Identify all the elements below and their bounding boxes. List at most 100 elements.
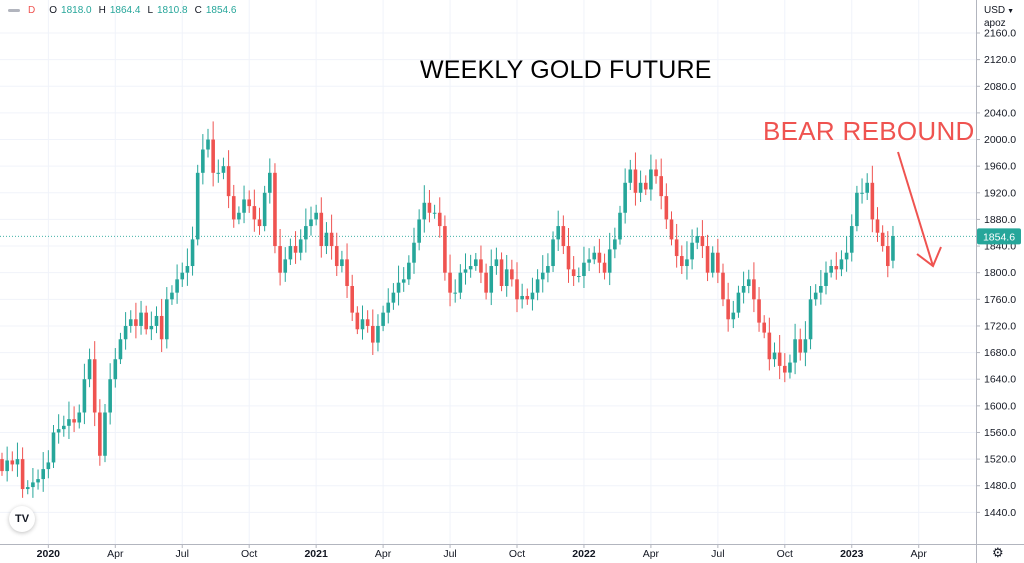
candle-body <box>175 279 179 293</box>
candle-body <box>185 266 190 273</box>
candle-body <box>51 432 56 463</box>
candle-body <box>638 182 643 193</box>
candle-body <box>262 192 267 227</box>
candle-body <box>546 266 550 273</box>
candle-body <box>15 459 20 465</box>
x-tick-label: 2023 <box>840 548 864 560</box>
candle-body <box>721 272 725 300</box>
candle-body <box>211 139 215 173</box>
candle-body <box>577 276 581 278</box>
candle-body <box>865 182 869 193</box>
candle-body <box>705 246 710 273</box>
candle-body <box>669 219 674 240</box>
candle-body <box>437 212 442 227</box>
candle-body <box>386 302 391 313</box>
candle-body <box>808 299 813 340</box>
candle-body <box>268 172 272 193</box>
candle-body <box>180 272 185 280</box>
y-tick-label: 1440.0 <box>984 507 1016 519</box>
candle-body <box>819 286 823 293</box>
tradingview-logo-icon[interactable]: TV <box>9 506 35 532</box>
x-tick-label: Apr <box>911 548 928 560</box>
candle-body <box>587 259 591 263</box>
candle-body <box>432 212 437 214</box>
candle-body <box>453 292 457 294</box>
candle-body <box>510 269 514 280</box>
candle-body <box>128 319 133 326</box>
candle-body <box>674 239 679 257</box>
y-tick-label: 2080.0 <box>984 81 1016 93</box>
candle-body <box>659 176 663 197</box>
y-tick-label: 1880.0 <box>984 214 1016 226</box>
candle-body <box>257 219 262 227</box>
candle-body <box>777 352 782 366</box>
candle-body <box>92 359 97 413</box>
candle-body <box>201 149 205 173</box>
candle-body <box>334 246 339 267</box>
x-tick-label: 2020 <box>37 548 61 560</box>
candle-body <box>0 459 4 472</box>
candle-body <box>736 292 741 313</box>
candle-body <box>25 487 30 490</box>
x-tick-label: Jul <box>443 548 456 560</box>
down-arrow-annotation <box>897 151 942 268</box>
candle-body <box>540 272 545 280</box>
currency-label: USD <box>984 5 1006 16</box>
candle-body <box>293 246 298 253</box>
candle-body <box>247 199 251 207</box>
candle-body <box>221 166 226 173</box>
candle-body <box>643 182 648 190</box>
candle-body <box>170 292 174 300</box>
candle-body <box>504 269 509 286</box>
open-value: 1818.0 <box>61 5 92 16</box>
high-value: 1864.4 <box>109 5 141 16</box>
x-tick-label: Oct <box>241 548 257 560</box>
candle-body <box>376 325 380 343</box>
candle-body <box>463 269 468 273</box>
candle-body <box>494 259 499 267</box>
candle-body <box>360 319 365 330</box>
candle-body <box>345 259 349 286</box>
candle-body <box>134 319 138 326</box>
y-tick-label: 1960.0 <box>984 161 1016 173</box>
candle-body <box>582 262 586 277</box>
y-tick-label: 1720.0 <box>984 320 1016 332</box>
scale-mode-label[interactable]: apoz <box>984 18 1006 29</box>
interval-label[interactable]: D <box>28 5 36 16</box>
candle-body <box>103 412 107 456</box>
symbol-icon <box>8 9 20 12</box>
x-tick-label: Jul <box>176 548 189 560</box>
high-label: H <box>98 5 106 16</box>
chevron-down-icon: ▼ <box>1007 8 1015 15</box>
y-tick-label: 1520.0 <box>984 454 1016 466</box>
currency-selector[interactable]: USD ▼ <box>984 5 1014 16</box>
candle-body <box>813 292 818 300</box>
candle-body <box>618 212 622 240</box>
candle-body <box>319 212 324 247</box>
y-tick-label: 1600.0 <box>984 400 1016 412</box>
candle-body <box>741 286 746 293</box>
candle-body <box>752 279 756 300</box>
candle-body <box>479 259 483 273</box>
x-tick-label: 2022 <box>572 548 596 560</box>
candle-body <box>340 259 344 267</box>
candle-body <box>649 169 653 190</box>
low-value: 1810.8 <box>157 5 188 16</box>
candle-body <box>695 236 700 243</box>
candle-body <box>680 256 684 267</box>
candle-body <box>355 312 360 330</box>
candle-body <box>237 212 241 220</box>
candle-body <box>788 362 792 373</box>
candle-body <box>592 252 597 260</box>
candle-body <box>36 479 40 483</box>
candle-body <box>422 202 427 220</box>
candle-body <box>41 469 45 480</box>
candle-body <box>839 259 844 270</box>
open-label: O <box>49 5 58 16</box>
candle-body <box>381 312 385 326</box>
candle-body <box>607 249 612 273</box>
candle-body <box>314 212 318 220</box>
gear-icon[interactable]: ⚙ <box>992 545 1004 560</box>
candle-body <box>123 325 128 340</box>
